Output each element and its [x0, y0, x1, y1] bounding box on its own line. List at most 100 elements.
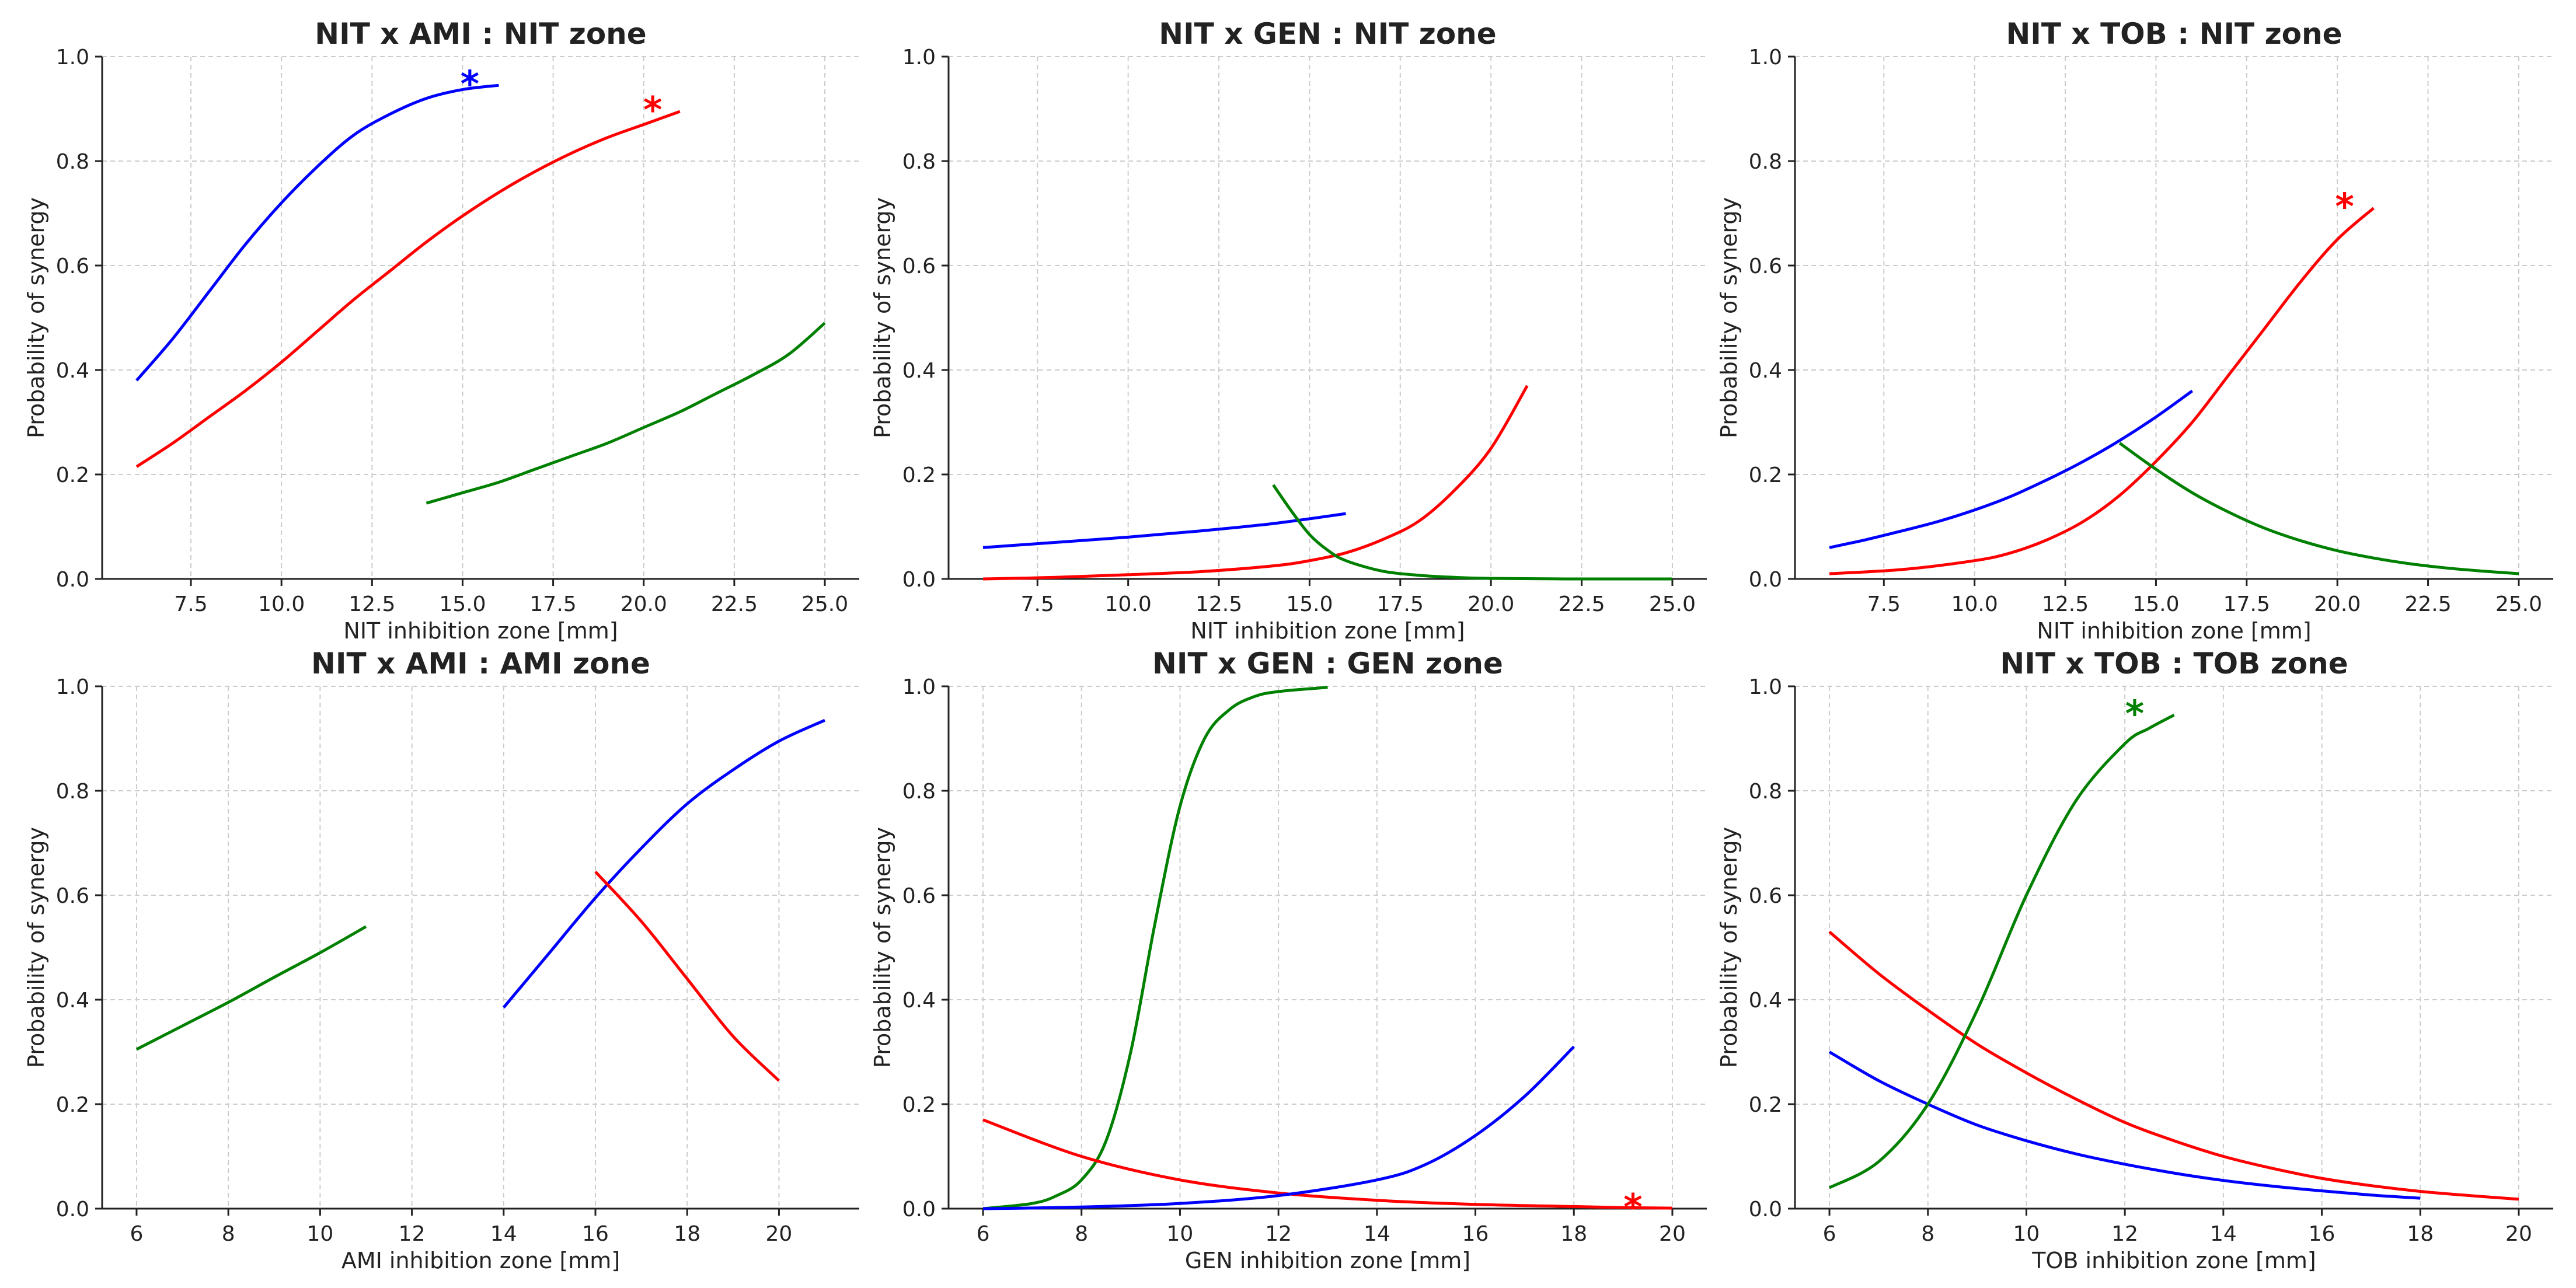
x-tick-label: 14: [2210, 1222, 2237, 1246]
y-tick-label: 0.0: [1749, 1198, 1782, 1221]
x-tick-label: 17.5: [2223, 592, 2270, 616]
y-tick-label: 0.2: [902, 1093, 936, 1117]
y-axis-label: Probability of synergy: [23, 197, 49, 438]
chart-panel-4: 6 8 10 12 14 16 18 20 0.0 0.2 0.4 0.6 0.8 1.0 NIT x AM…: [23, 647, 859, 1273]
series-line-blue: [982, 512, 1346, 549]
x-tick-label: 6: [130, 1222, 144, 1246]
x-axis-label: TOB inhibition zone [mm]: [2031, 1248, 2316, 1273]
x-tick-label: 15.0: [1286, 592, 1333, 616]
x-tick-label: 17.5: [1377, 592, 1424, 616]
x-tick-label: 14: [490, 1222, 517, 1246]
series-line-green: [135, 925, 367, 1051]
y-tick-label: 0.2: [902, 463, 936, 487]
y-tick-label: 0.6: [1749, 254, 1782, 278]
x-tick-label: 7.5: [1867, 592, 1901, 616]
x-axis-label: NIT inhibition zone [mm]: [343, 618, 618, 644]
chart-title: NIT x GEN : NIT zone: [1159, 17, 1496, 51]
series-line-blue: [502, 718, 826, 1009]
x-tick-label: 20: [1659, 1222, 1686, 1246]
chart-panel-2: 7.5 10.0 12.5 15.0 17.5 20.0 22.5 25.0 0.0 0.2 0.4…: [870, 17, 1707, 644]
y-axis-label: Probability of synergy: [870, 197, 895, 438]
x-tick-label: 12: [2111, 1222, 2138, 1246]
x-tick-label: 10.0: [258, 592, 305, 616]
x-tick-label: 25.0: [801, 592, 848, 616]
y-tick-label: 0.8: [1749, 150, 1782, 174]
x-tick-label: 14: [1364, 1222, 1390, 1246]
y-tick-label: 0.8: [56, 150, 89, 174]
chart-panel-6: 6 8 10 12 14 16 18 20 0.0 0.2 0.4 0.6 0.8 1.0 NIT x TO…: [1716, 647, 2553, 1273]
y-tick-label: 0.2: [1749, 1093, 1782, 1117]
y-tick-label: 1.0: [56, 675, 89, 699]
significance-asterisk: *: [643, 89, 662, 131]
x-tick-label: 6: [977, 1222, 990, 1246]
x-tick-label: 7.5: [174, 592, 207, 616]
y-tick-label: 0.8: [1749, 780, 1782, 804]
series-line-red: [594, 871, 780, 1082]
chart-panel-3: 7.5 10.0 12.5 15.0 17.5 20.0 22.5 25.0 0.0 0.2 0.4…: [1716, 17, 2553, 644]
significance-asterisk: *: [2125, 692, 2144, 735]
y-tick-label: 0.6: [56, 884, 89, 908]
x-tick-label: 20: [2505, 1222, 2532, 1246]
x-axis-label: NIT inhibition zone [mm]: [2037, 618, 2311, 644]
x-tick-label: 20.0: [621, 592, 667, 616]
x-tick-label: 18: [2407, 1222, 2434, 1246]
y-tick-label: 1.0: [902, 675, 936, 699]
x-tick-label: 10: [306, 1222, 333, 1246]
y-tick-label: 0.4: [56, 989, 89, 1013]
y-tick-label: 1.0: [1749, 46, 1782, 69]
series-line-blue: [982, 1045, 1575, 1210]
x-tick-label: 16: [2309, 1222, 2336, 1246]
chart-title: NIT x AMI : NIT zone: [315, 17, 646, 51]
x-tick-label: 15.0: [2132, 592, 2179, 616]
y-tick-label: 0.6: [902, 254, 936, 278]
y-tick-label: 0.6: [56, 254, 89, 278]
x-tick-label: 8: [1075, 1222, 1088, 1246]
x-tick-label: 8: [222, 1222, 235, 1246]
y-tick-label: 0.2: [56, 463, 89, 487]
x-tick-label: 10: [1167, 1222, 1194, 1246]
y-tick-label: 1.0: [1749, 675, 1782, 699]
x-tick-label: 7.5: [1021, 592, 1054, 616]
x-tick-label: 20.0: [1467, 592, 1514, 616]
chart-panel-5: 6 8 10 12 14 16 18 20 0.0 0.2 0.4 0.6 0.8 1.0 NIT x GE…: [870, 647, 1707, 1273]
y-tick-label: 0.8: [902, 150, 936, 174]
series-line-red: [982, 385, 1529, 581]
x-tick-label: 16: [1462, 1222, 1489, 1246]
y-tick-label: 0.0: [1749, 568, 1782, 592]
x-tick-label: 22.5: [2404, 592, 2451, 616]
y-tick-label: 0.0: [56, 1198, 89, 1221]
y-tick-label: 0.4: [1749, 989, 1782, 1013]
x-tick-label: 12.5: [348, 592, 395, 616]
series-line-green: [2118, 442, 2519, 575]
x-tick-label: 17.5: [530, 592, 577, 616]
y-tick-label: 1.0: [56, 46, 89, 69]
x-tick-label: 12: [399, 1222, 426, 1246]
y-axis-label: Probability of synergy: [23, 827, 49, 1068]
series-line-green: [426, 322, 826, 505]
y-tick-label: 0.0: [902, 1198, 936, 1221]
x-tick-label: 18: [674, 1222, 700, 1246]
x-tick-label: 20: [766, 1222, 793, 1246]
y-tick-label: 0.4: [56, 359, 89, 383]
y-tick-label: 0.2: [1749, 463, 1782, 487]
x-tick-label: 12.5: [1195, 592, 1242, 616]
y-tick-label: 1.0: [902, 46, 936, 69]
chart-title: NIT x TOB : NIT zone: [2006, 17, 2342, 51]
x-tick-label: 16: [582, 1222, 609, 1246]
x-tick-label: 12.5: [2042, 592, 2089, 616]
y-tick-label: 0.4: [902, 989, 936, 1013]
y-tick-label: 0.0: [56, 568, 89, 592]
y-tick-label: 0.6: [1749, 884, 1782, 908]
significance-asterisk: *: [1623, 1186, 1642, 1228]
y-axis-label: Probability of synergy: [1716, 197, 1742, 438]
y-tick-label: 0.8: [56, 780, 89, 804]
x-tick-label: 10: [2013, 1222, 2040, 1246]
chart-title: NIT x AMI : AMI zone: [311, 647, 650, 680]
x-tick-label: 25.0: [1649, 592, 1696, 616]
x-tick-label: 8: [1921, 1222, 1934, 1246]
x-axis-label: GEN inhibition zone [mm]: [1185, 1248, 1470, 1273]
y-axis-label: Probability of synergy: [870, 827, 895, 1068]
series-line-red: [135, 110, 681, 468]
x-tick-label: 10.0: [1105, 592, 1152, 616]
